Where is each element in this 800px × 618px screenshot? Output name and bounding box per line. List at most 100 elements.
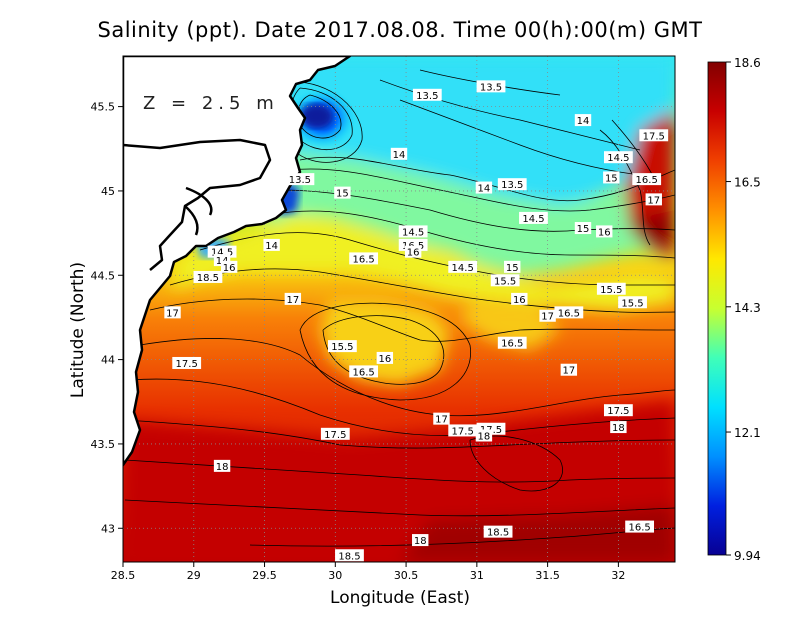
svg-text:14.5: 14.5: [522, 214, 544, 225]
contour-label: 15: [603, 171, 620, 184]
y-tick-label: 43.5: [91, 438, 116, 451]
contour-label: 17.5: [639, 129, 669, 142]
svg-text:15.5: 15.5: [331, 342, 353, 353]
x-tick-label: 28.5: [111, 569, 136, 582]
contour-label: 17: [539, 309, 556, 323]
contour-label: 16.5: [554, 306, 584, 319]
contour-label: 14: [263, 238, 280, 252]
x-axis-label: Longitude (East): [330, 588, 470, 608]
svg-text:16.5: 16.5: [352, 254, 374, 265]
contour-label: 15.5: [490, 274, 520, 287]
contour-label: 18: [213, 459, 231, 473]
svg-text:14.5: 14.5: [452, 263, 474, 274]
contour-label: 15.5: [618, 296, 647, 309]
svg-text:16: 16: [513, 295, 526, 306]
contour-label: 14.5: [448, 260, 478, 274]
contour-label: 16.5: [497, 336, 527, 350]
svg-text:18: 18: [478, 432, 491, 443]
svg-text:18.5: 18.5: [197, 273, 219, 284]
contour-label: 15: [334, 186, 351, 200]
svg-text:18: 18: [216, 462, 229, 473]
contour-label: 16.5: [349, 252, 379, 265]
svg-text:16.5: 16.5: [501, 339, 523, 350]
svg-text:16.5: 16.5: [352, 367, 374, 378]
svg-text:15: 15: [577, 224, 590, 235]
contour-label: 17: [560, 363, 578, 377]
colorbar-ticks: 18.6 16.5 14.3 12.1 9.94: [726, 56, 761, 563]
x-tick-label: 31.5: [535, 569, 560, 582]
colorbar-tick-label: 14.3: [734, 301, 761, 315]
svg-text:13.5: 13.5: [289, 175, 311, 186]
contour-label: 15: [504, 260, 521, 274]
svg-text:16: 16: [223, 263, 236, 274]
svg-text:14: 14: [577, 116, 590, 127]
contour-label: 18.5: [483, 525, 513, 539]
contour-label: 18: [610, 421, 627, 434]
svg-text:16.5: 16.5: [558, 308, 580, 319]
contour-label: 17: [433, 412, 450, 426]
svg-text:13.5: 13.5: [480, 82, 502, 93]
svg-text:17.5: 17.5: [607, 406, 629, 417]
contour-label: 13.5: [497, 178, 527, 191]
svg-text:16.5: 16.5: [628, 523, 650, 534]
plot-frame: [122, 55, 676, 563]
contour-label: 16: [376, 351, 394, 365]
contour-label: 17.5: [603, 404, 633, 417]
contour-label: 16.5: [632, 173, 662, 186]
svg-text:17.5: 17.5: [452, 426, 474, 437]
contour-label: 14.5: [519, 211, 548, 225]
contour-labels: 13.5 13.5 14 17.5 14.5 14 15 16.5 13.5 14 13.5 15 17…: [164, 80, 669, 562]
contour-label: 16.5: [625, 520, 655, 534]
contour-label: 14.5: [398, 225, 428, 238]
y-axis-ticks: 43 43.5 44 44.5 45 45.5: [91, 101, 123, 535]
colorbar-tick-label: 18.6: [734, 56, 761, 70]
lagoon-outline: [123, 138, 272, 271]
svg-text:17.5: 17.5: [324, 430, 346, 441]
colorbar: [707, 61, 727, 556]
contour-label: 13.5: [476, 80, 506, 93]
y-tick-label: 44: [101, 354, 115, 367]
svg-text:15: 15: [506, 263, 519, 274]
contour-label: 15.5: [327, 340, 357, 353]
svg-text:15: 15: [336, 189, 349, 200]
contour-label: 13.5: [285, 173, 315, 186]
svg-text:18: 18: [612, 423, 625, 434]
svg-text:14.5: 14.5: [607, 153, 629, 164]
contour-label: 14: [574, 114, 592, 127]
contour-label: 15.5: [596, 282, 626, 296]
contour-label: 14: [390, 147, 408, 161]
contour-lines: [124, 69, 675, 547]
x-axis-ticks: 28.5 29 29.5 30 30.5 31 31.5 32: [111, 562, 625, 582]
svg-text:14: 14: [393, 150, 406, 161]
svg-text:17: 17: [166, 308, 179, 319]
y-tick-label: 43: [101, 522, 115, 535]
svg-text:16: 16: [407, 248, 420, 259]
svg-text:15.5: 15.5: [494, 276, 516, 287]
svg-text:16: 16: [598, 227, 611, 238]
contour-label: 16.5: [349, 365, 379, 378]
svg-text:17.5: 17.5: [176, 359, 198, 370]
x-tick-label: 29.5: [252, 569, 277, 582]
contour-label: 18: [412, 534, 429, 547]
svg-text:14: 14: [478, 184, 491, 195]
svg-text:18.5: 18.5: [338, 551, 360, 562]
contour-label: 16: [404, 245, 422, 259]
contour-label: 17.5: [172, 356, 202, 370]
svg-text:17.5: 17.5: [643, 131, 665, 142]
x-tick-label: 30: [328, 569, 342, 582]
svg-text:18: 18: [414, 536, 427, 547]
contour-label: 17.5: [320, 427, 350, 441]
svg-text:17: 17: [541, 312, 554, 323]
svg-text:14.5: 14.5: [211, 248, 233, 259]
y-tick-label: 45: [101, 185, 115, 198]
contour-label: 14: [475, 181, 493, 195]
colorbar-tick-label: 16.5: [734, 176, 761, 190]
svg-text:13.5: 13.5: [416, 91, 438, 102]
x-tick-label: 31: [470, 569, 484, 582]
svg-text:16.5: 16.5: [636, 175, 658, 186]
x-tick-label: 29: [187, 569, 201, 582]
y-tick-label: 45.5: [91, 101, 116, 114]
svg-text:14.5: 14.5: [402, 227, 424, 238]
svg-text:16: 16: [378, 354, 391, 365]
